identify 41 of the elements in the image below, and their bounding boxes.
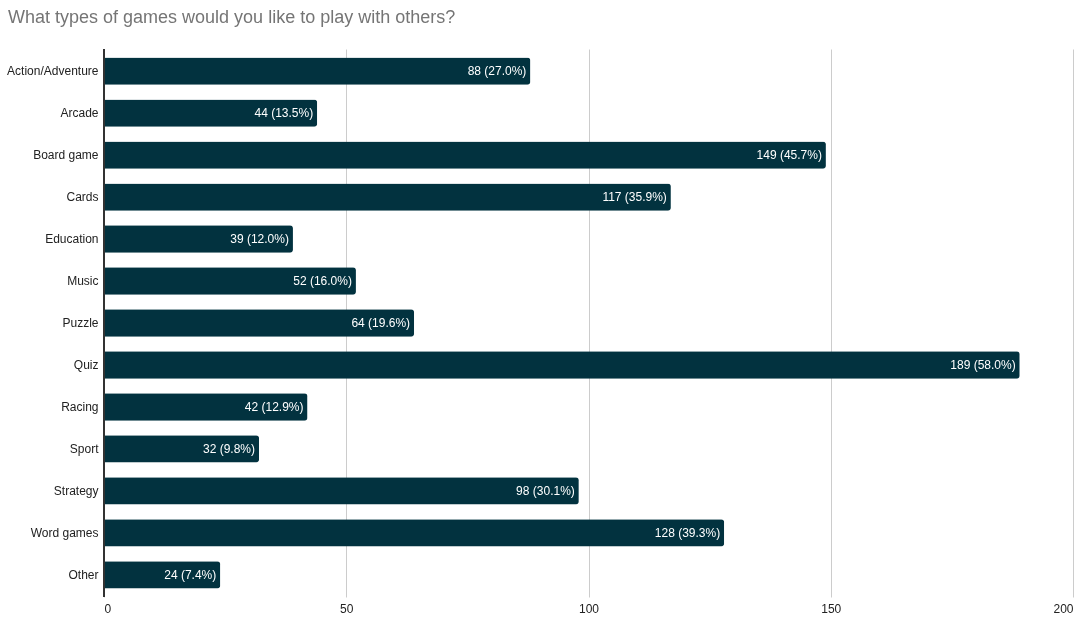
y-tick-label: Racing (61, 399, 99, 414)
data-label: 149 (45.7%) (756, 148, 822, 163)
data-label: 42 (12.9%) (244, 399, 304, 414)
bar (104, 99, 318, 127)
y-tick-label: Board game (33, 148, 99, 163)
bar (104, 267, 356, 295)
bar (104, 477, 579, 505)
y-tick-label: Sport (69, 441, 100, 456)
x-tick-label: 100 (578, 601, 600, 616)
bar (104, 183, 671, 211)
y-tick-label: Arcade (60, 106, 99, 121)
data-label: 24 (7.4%) (164, 567, 217, 582)
x-tick-label: 150 (821, 601, 842, 616)
x-tick-label: 50 (340, 601, 354, 616)
bar (104, 351, 1020, 379)
y-tick-label: Education (45, 232, 99, 247)
y-tick-label: Puzzle (62, 316, 99, 330)
data-label: 39 (12.0%) (230, 232, 289, 247)
data-label: 117 (35.9%) (602, 190, 667, 205)
y-tick-label: Other (68, 567, 99, 582)
x-tick-label: 200 (1053, 601, 1074, 616)
data-label: 32 (9.8%) (203, 441, 256, 456)
y-tick-label: Cards (66, 190, 99, 205)
data-label: 52 (16.0%) (293, 274, 352, 289)
y-tick-label: Quiz (73, 357, 99, 372)
bar (104, 141, 826, 169)
y-tick-label: Action/Adventure (7, 64, 99, 79)
data-label: 64 (19.6%) (351, 316, 411, 330)
bar (104, 57, 531, 85)
bar (104, 309, 415, 337)
data-label: 88 (27.0%) (467, 64, 527, 79)
data-label: 189 (58.0%) (950, 357, 1016, 372)
y-tick-label: Strategy (53, 483, 99, 498)
y-tick-label: Word games (30, 525, 99, 540)
data-label: 98 (30.1%) (516, 483, 575, 498)
y-tick-label: Music (67, 274, 99, 289)
bar (104, 519, 725, 547)
data-label: 44 (13.5%) (254, 106, 314, 121)
chart-title: What types of games would you like to play with others? (8, 6, 456, 27)
x-tick-label: 0 (104, 601, 112, 616)
data-label: 128 (39.3%) (654, 525, 721, 540)
